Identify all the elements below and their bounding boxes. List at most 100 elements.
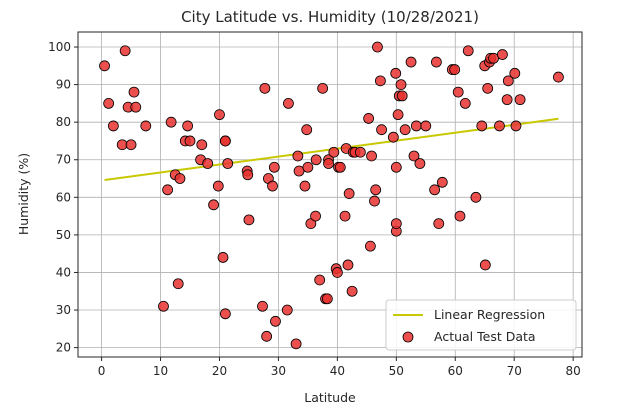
y-tick-label: 100 — [48, 40, 71, 54]
data-point — [328, 146, 340, 158]
data-point — [267, 180, 278, 192]
data-point — [354, 146, 366, 158]
data-point — [214, 109, 225, 121]
data-point — [502, 75, 514, 87]
data-point — [334, 161, 346, 173]
x-axis-ticks: 0 10 20 30 40 50 60 70 80 — [98, 357, 581, 378]
data-points — [99, 41, 564, 350]
data-point — [497, 49, 508, 60]
data-point — [172, 278, 184, 290]
data-point — [414, 158, 426, 169]
x-tick-label: 10 — [153, 364, 168, 378]
data-point — [342, 259, 354, 271]
data-point — [420, 120, 432, 132]
data-point — [158, 300, 169, 312]
data-point — [454, 210, 466, 222]
x-axis-label: Latitude — [304, 390, 356, 405]
data-point — [514, 94, 526, 106]
x-tick-label: 0 — [98, 364, 106, 378]
data-point — [217, 252, 229, 263]
data-point — [292, 150, 304, 162]
data-point — [140, 120, 152, 132]
data-point — [331, 267, 343, 278]
data-point — [429, 184, 441, 196]
data-point — [433, 218, 445, 230]
data-point — [395, 79, 407, 91]
data-point — [369, 195, 380, 207]
data-point — [165, 116, 177, 128]
data-point — [125, 139, 137, 151]
data-point — [370, 184, 382, 196]
x-tick-label: 30 — [271, 364, 286, 378]
data-point — [243, 214, 255, 226]
y-tick-label: 20 — [56, 341, 71, 355]
data-point — [301, 124, 313, 136]
data-point — [184, 135, 196, 147]
data-point — [208, 199, 219, 211]
data-point — [268, 161, 280, 173]
data-point — [299, 180, 311, 192]
data-point — [174, 173, 186, 184]
y-axis-label: Humidity (%) — [16, 153, 31, 235]
data-point — [310, 154, 322, 166]
data-point — [130, 101, 142, 113]
data-point — [390, 218, 402, 230]
data-point — [462, 45, 474, 57]
data-point — [99, 60, 110, 72]
data-point — [162, 184, 174, 196]
data-point — [430, 56, 442, 68]
data-point — [219, 135, 231, 147]
data-point — [103, 97, 115, 109]
data-point — [366, 150, 377, 162]
data-point — [501, 94, 513, 106]
data-point — [261, 330, 273, 342]
data-point — [212, 180, 224, 192]
legend-box — [385, 299, 577, 351]
legend-label-regression: Linear Regression — [434, 307, 545, 322]
data-point — [410, 120, 422, 132]
data-point — [396, 90, 408, 102]
data-point — [107, 120, 119, 132]
data-point — [476, 120, 488, 132]
data-point — [128, 86, 140, 98]
data-point — [459, 97, 471, 109]
data-point — [196, 139, 208, 151]
data-point — [372, 41, 383, 53]
x-tick-label: 70 — [507, 364, 522, 378]
data-point — [119, 45, 131, 57]
y-tick-label: 60 — [56, 190, 71, 204]
y-tick-label: 90 — [56, 78, 71, 92]
data-point — [405, 56, 417, 68]
data-point — [321, 293, 333, 305]
data-point — [494, 120, 505, 132]
data-point — [346, 285, 358, 297]
x-tick-label: 60 — [448, 364, 463, 378]
data-point — [314, 274, 326, 286]
data-point — [310, 210, 321, 222]
y-tick-label: 30 — [56, 303, 71, 317]
data-point — [290, 338, 302, 350]
data-point — [482, 82, 494, 94]
data-point — [374, 75, 386, 87]
x-tick-label: 50 — [389, 364, 404, 378]
data-point — [553, 71, 564, 83]
data-point — [436, 176, 448, 188]
data-point — [323, 158, 334, 169]
data-point — [408, 150, 420, 162]
data-point — [257, 300, 268, 312]
y-axis-ticks: 20 30 40 50 60 70 80 90 100 — [48, 40, 78, 355]
data-point — [390, 67, 402, 79]
data-point — [509, 67, 521, 79]
data-point — [343, 188, 355, 199]
data-point — [259, 82, 271, 94]
data-point — [270, 315, 281, 327]
legend-point-swatch — [402, 331, 414, 343]
data-point — [242, 169, 254, 181]
legend-label-data: Actual Test Data — [434, 329, 536, 344]
legend: Linear Regression Actual Test Data — [385, 299, 577, 351]
data-point — [283, 97, 294, 109]
data-point — [281, 304, 293, 316]
data-point — [479, 259, 491, 271]
data-point — [392, 109, 404, 121]
